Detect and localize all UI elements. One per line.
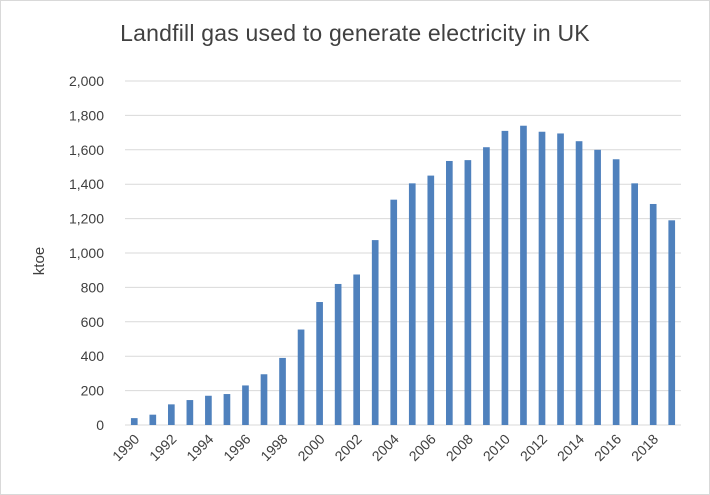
gridlines: [125, 80, 681, 426]
x-tick-label: 1990: [109, 431, 142, 464]
bar-2009: [483, 147, 490, 425]
bar-1990: [130, 418, 138, 425]
chart-title: Landfill gas used to generate electricit…: [120, 20, 590, 46]
bar-2002: [353, 274, 361, 425]
bar-2000: [316, 302, 323, 425]
bar-1991: [149, 414, 157, 425]
bar-1992: [167, 404, 175, 425]
bar-1997: [260, 374, 268, 425]
x-tick-label: 1994: [183, 431, 216, 464]
bar-2019: [668, 220, 676, 425]
bar-2013: [557, 133, 564, 425]
bar-2016: [612, 159, 620, 425]
x-tick-label: 2006: [406, 431, 439, 464]
bar-2006: [427, 175, 435, 425]
y-tick-label: 2,000: [69, 73, 104, 89]
y-tick-label: 200: [81, 383, 105, 399]
x-tick-label: 2018: [628, 431, 661, 464]
x-tick-label: 2004: [369, 431, 402, 464]
y-axis-label: ktoe: [31, 247, 48, 275]
y-tick-label: 600: [81, 314, 105, 330]
y-tick-label: 1,200: [69, 211, 104, 227]
x-tick-label: 2010: [480, 431, 513, 464]
y-axis-ticks: 0 200 400 600 800 1,000 1,200 1,400 1,600 1,800 2,…: [69, 73, 104, 433]
x-tick-label: 2014: [554, 431, 587, 464]
x-tick-label: 2012: [517, 431, 550, 464]
x-axis-ticks: 1990 1992 1994 1996 1998 2000 2002 2004 2006 2008…: [109, 431, 661, 464]
bar-2003: [371, 240, 379, 425]
x-tick-label: 1996: [220, 431, 253, 464]
bar-2010: [501, 130, 509, 425]
y-tick-label: 800: [81, 279, 105, 295]
x-tick-label: 2016: [591, 431, 624, 464]
y-tick-label: 1,000: [69, 245, 104, 261]
bar-1999: [297, 329, 305, 425]
y-tick-label: 1,400: [69, 176, 104, 192]
bar-2012: [538, 131, 546, 426]
bar-1998: [279, 357, 286, 425]
x-tick-label: 1998: [257, 431, 290, 464]
bar-1996: [242, 385, 249, 425]
x-tick-label: 2000: [294, 431, 327, 464]
bar-2005: [408, 183, 416, 425]
bar-2015: [594, 149, 601, 426]
bar-2008: [464, 160, 472, 425]
y-tick-label: 0: [96, 417, 104, 433]
bar-1993: [186, 400, 194, 425]
bar-2004: [390, 199, 398, 425]
bar-1995: [223, 394, 231, 425]
y-tick-label: 400: [81, 348, 105, 364]
bar-2018: [649, 203, 657, 425]
bar-2007: [445, 160, 453, 426]
bar-1994: [205, 395, 212, 425]
bar-2017: [631, 183, 639, 425]
x-tick-label: 2002: [331, 431, 364, 464]
bar-2001: [334, 283, 342, 425]
x-tick-label: 2008: [443, 431, 476, 464]
y-tick-label: 1,600: [69, 142, 104, 158]
bar-2011: [520, 125, 527, 425]
bars: [130, 125, 676, 426]
y-tick-label: 1,800: [69, 107, 104, 123]
bar-2014: [575, 141, 583, 425]
x-tick-label: 1992: [146, 431, 179, 464]
